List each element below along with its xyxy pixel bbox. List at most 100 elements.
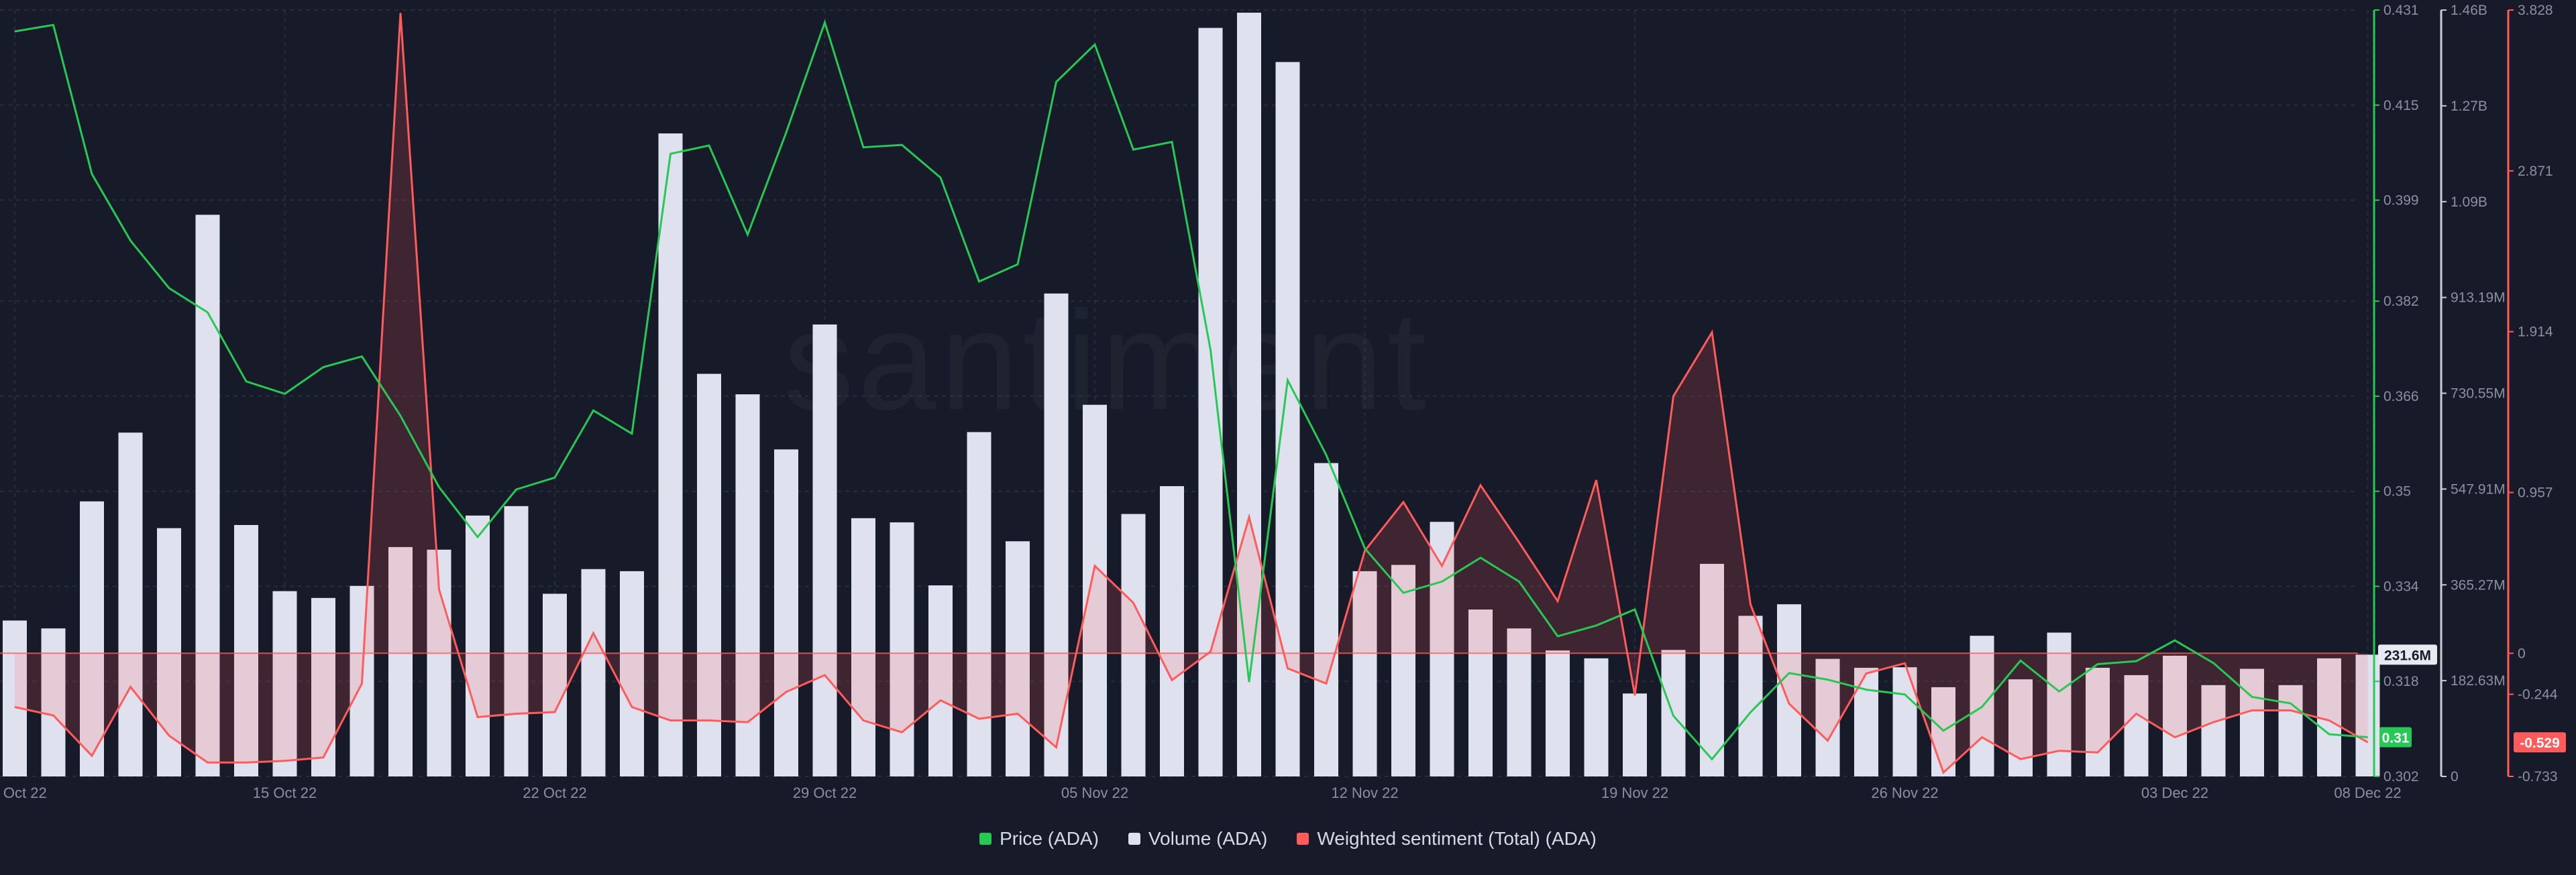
- price-point: [477, 536, 478, 538]
- volume-bar: [1738, 616, 1763, 776]
- legend-label-price: Price (ADA): [1000, 828, 1099, 849]
- sentiment-point: [1827, 740, 1829, 742]
- legend-item-price[interactable]: Price (ADA): [979, 828, 1099, 850]
- sentiment-point: [1017, 713, 1018, 715]
- price-point: [824, 22, 826, 23]
- sentiment-point: [515, 713, 517, 715]
- sentiment-point: [1171, 679, 1173, 681]
- price-axis-label: 0.366: [2383, 389, 2419, 404]
- sentiment-point: [2212, 721, 2214, 723]
- price-current-badge: 0.31: [2382, 731, 2410, 746]
- sentiment-point: [747, 721, 749, 723]
- price-axis-label: 0.415: [2383, 98, 2419, 113]
- sentiment-point: [940, 699, 941, 701]
- sentiment-axis-label: 0.957: [2518, 485, 2553, 500]
- sentiment-point: [2367, 742, 2369, 743]
- sentiment-axis-label: -0.244: [2518, 687, 2558, 702]
- volume-axis-label: 365.27M: [2451, 577, 2506, 593]
- volume-bar: [1198, 27, 1223, 777]
- sentiment-axis-label: 3.828: [2518, 3, 2553, 18]
- x-tick-label: 26 Nov 22: [1871, 784, 1938, 801]
- volume-bar: [1623, 693, 1647, 776]
- sentiment-area: [15, 13, 2368, 773]
- volume-bar: [2355, 654, 2380, 776]
- sentiment-axis-label: 0: [2518, 646, 2526, 661]
- sentiment-point: [592, 632, 594, 634]
- price-point: [592, 410, 594, 411]
- volume-bar: [311, 597, 335, 776]
- price-point: [1248, 681, 1250, 683]
- price-point: [1094, 44, 1095, 45]
- price-point: [1672, 715, 1674, 717]
- sentiment-point: [1248, 516, 1250, 518]
- price-axis-label: 0.431: [2383, 3, 2419, 18]
- volume-bar: [1700, 563, 1724, 776]
- legend-label-volume: Volume (ADA): [1148, 828, 1268, 849]
- legend-swatch-price: [979, 833, 992, 845]
- volume-axis-label: 1.09B: [2451, 194, 2487, 210]
- volume-bar: [581, 569, 606, 776]
- volume-bar: [2008, 679, 2033, 776]
- volume-bar: [2278, 685, 2303, 776]
- volume-bar: [620, 571, 644, 776]
- x-tick-label: 03 Dec 22: [2141, 784, 2208, 801]
- price-axis-label: 0.334: [2383, 579, 2419, 594]
- volume-bar: [234, 525, 258, 776]
- sentiment-point: [2135, 713, 2137, 715]
- volume-bar: [1237, 12, 1261, 776]
- volume-bar: [1121, 514, 1146, 776]
- volume-bar: [80, 501, 104, 776]
- x-tick-label: 08 Oct 22: [0, 784, 47, 801]
- volume-bar: [890, 522, 914, 776]
- volume-bar: [967, 432, 991, 776]
- legend-swatch-volume: [1128, 833, 1140, 845]
- volume-axis-label: 0: [2451, 769, 2459, 784]
- volume-current-badge: 231.6M: [2384, 648, 2431, 663]
- volume-bar: [466, 515, 490, 776]
- volume-axis-label: 730.55M: [2451, 386, 2506, 402]
- volume-bar: [2086, 667, 2110, 776]
- sentiment-point: [1711, 332, 1713, 333]
- legend-item-sentiment[interactable]: Weighted sentiment (Total) (ADA): [1297, 828, 1597, 850]
- volume-bar: [272, 591, 297, 776]
- volume-bar: [1006, 541, 1030, 776]
- price-axis-label: 0.302: [2383, 769, 2419, 784]
- price-point: [1480, 557, 1481, 559]
- sentiment-point: [2251, 709, 2253, 711]
- legend: Price (ADA) Volume (ADA) Weighted sentim…: [0, 822, 2576, 856]
- volume-bar: [1044, 293, 1069, 776]
- price-current-badge-bg: [2379, 727, 2412, 748]
- volume-bar: [658, 133, 683, 777]
- sentiment-point: [1210, 651, 1212, 652]
- sentiment-point: [207, 762, 209, 763]
- volume-axis-label: 1.27B: [2451, 99, 2487, 114]
- volume-axis-label: 1.46B: [2451, 3, 2487, 18]
- price-line: [14, 19, 2368, 761]
- price-axis-label: 0.382: [2383, 294, 2419, 309]
- volume-bar: [1352, 571, 1377, 776]
- sentiment-axis-label: 2.871: [2518, 164, 2553, 179]
- volume-bar: [388, 546, 413, 776]
- sentiment-point: [708, 719, 710, 721]
- volume-bar: [1160, 486, 1184, 776]
- volume-bar: [1275, 62, 1300, 777]
- sentiment-point: [284, 760, 286, 762]
- sentiment-point: [2174, 737, 2176, 738]
- volume-bar: [1083, 404, 1107, 776]
- price-point: [129, 240, 131, 241]
- legend-item-volume[interactable]: Volume (ADA): [1128, 828, 1267, 850]
- volume-bar: [1777, 604, 1801, 776]
- x-tick-label: 05 Nov 22: [1061, 784, 1128, 801]
- price-point: [1711, 758, 1713, 760]
- price-point: [631, 433, 633, 434]
- sentiment-point: [1595, 479, 1597, 481]
- sentiment-point: [2020, 758, 2021, 760]
- price-point: [1171, 141, 1173, 143]
- sentiment-point: [2328, 719, 2330, 721]
- x-tick-label: 15 Oct 22: [253, 784, 317, 801]
- sentiment-point: [2097, 752, 2098, 753]
- sentiment-current-badge-bg: [2514, 732, 2566, 753]
- price-point: [1750, 711, 1752, 713]
